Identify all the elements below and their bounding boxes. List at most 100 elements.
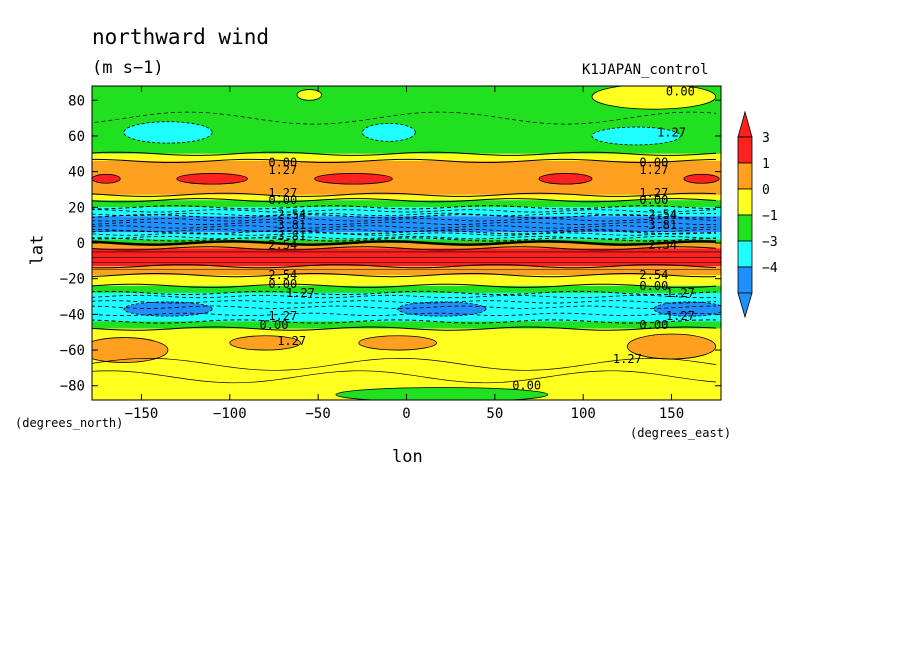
contour-band-4 bbox=[92, 200, 721, 208]
contour-blob-12 bbox=[653, 301, 721, 317]
contour-line-extra-1 bbox=[92, 212, 717, 217]
contour-label-3: 1.27 bbox=[268, 163, 297, 177]
contour-line-extra-9 bbox=[92, 300, 717, 304]
contour-line-11 bbox=[92, 273, 717, 278]
contour-line-15 bbox=[92, 326, 717, 331]
colorbar-label-5: −4 bbox=[762, 261, 778, 276]
contour-blob-13 bbox=[92, 337, 169, 363]
colorbar: 3 1 0 −1 −3 −4 bbox=[737, 110, 778, 319]
contour-label-8: 1.27 bbox=[639, 186, 668, 200]
axes: −150 −100 −50 0 50 100 150 80 60 40 20 0 −20 −40 −60 −8… bbox=[60, 86, 721, 422]
colorbar-bottom-arrow bbox=[737, 292, 753, 319]
colorbar-label-0: 3 bbox=[762, 131, 770, 146]
contour-band-9 bbox=[92, 243, 721, 249]
contour-blob-2 bbox=[123, 121, 213, 144]
contour-label-22: 1.27 bbox=[666, 286, 695, 300]
contour-line-6 bbox=[92, 230, 717, 235]
contour-label-9: 0.00 bbox=[639, 193, 668, 207]
x-tick-label-1: −100 bbox=[213, 406, 247, 422]
contour-label-26: 1.27 bbox=[666, 309, 695, 323]
contour-label-13: 2.54 bbox=[268, 238, 297, 252]
colorbar-segment-3 bbox=[737, 214, 753, 242]
contour-label-11: 3.81 bbox=[277, 218, 306, 232]
contour-blob-4 bbox=[591, 126, 681, 146]
y-tick-label-3: 20 bbox=[68, 200, 85, 216]
contour-line-8 bbox=[92, 240, 717, 246]
colorbar-segment-0 bbox=[737, 136, 753, 164]
contour-label-18: 0.00 bbox=[268, 277, 297, 291]
contour-blob-5 bbox=[92, 173, 121, 184]
contour-line-extra-11 bbox=[92, 312, 717, 316]
x-tick-label-5: 100 bbox=[571, 406, 596, 422]
colorbar-segment-5 bbox=[737, 266, 753, 294]
colorbar-segment-4 bbox=[737, 240, 753, 268]
contour-label-23: 1.27 bbox=[268, 309, 297, 323]
y-tick-label-1: 60 bbox=[68, 129, 85, 145]
contour-label-25: 0.00 bbox=[639, 318, 668, 332]
contour-line-extra-2 bbox=[92, 218, 717, 222]
contour-label-2: 0.00 bbox=[268, 156, 297, 170]
y-tick-label-5: −20 bbox=[60, 272, 85, 288]
y-tick-label-4: 0 bbox=[77, 236, 85, 252]
contour-line-extra-4 bbox=[92, 225, 717, 229]
colorbar-label-4: −3 bbox=[762, 235, 778, 250]
contour-line-4 bbox=[92, 205, 717, 210]
contour-blob-3 bbox=[361, 123, 416, 142]
x-axis-units: (degrees_east) bbox=[630, 426, 732, 440]
contour-blob-0 bbox=[296, 89, 323, 101]
contour-blob-15 bbox=[358, 335, 437, 351]
contour-label-6: 1.27 bbox=[268, 186, 297, 200]
contour-label-1: 1.27 bbox=[657, 125, 686, 139]
contour-fills bbox=[92, 86, 721, 400]
contour-label-28: 1.27 bbox=[613, 352, 642, 366]
contour-line-outer-0 bbox=[92, 111, 717, 125]
x-tick-label-2: −50 bbox=[306, 406, 331, 422]
contour-band-3 bbox=[92, 194, 721, 201]
contour-band-1 bbox=[92, 153, 721, 161]
colorbar-segment-1 bbox=[737, 162, 753, 190]
contour-line-14 bbox=[92, 319, 717, 324]
contour-labels: 0.001.270.001.270.001.271.270.001.270.00… bbox=[260, 84, 695, 392]
y-tick-label-7: −60 bbox=[60, 343, 85, 359]
contour-line-2 bbox=[92, 192, 717, 197]
contour-band-7 bbox=[92, 232, 721, 240]
contour-line-12 bbox=[92, 283, 717, 288]
y-axis-units: (degrees_north) bbox=[15, 416, 124, 430]
contour-label-10: 2.54 bbox=[277, 207, 306, 221]
contour-band-12 bbox=[92, 275, 721, 286]
contour-label-19: 1.27 bbox=[286, 286, 315, 300]
chart-title: northward wind bbox=[92, 25, 270, 49]
contour-line-13 bbox=[92, 290, 717, 296]
contour-line-outer-2 bbox=[92, 370, 717, 384]
contour-line-extra-3 bbox=[92, 221, 717, 225]
contour-label-29: 0.00 bbox=[512, 379, 541, 393]
contour-line-extra-6 bbox=[92, 232, 717, 236]
contour-line-9 bbox=[92, 246, 717, 251]
contour-line-10 bbox=[92, 264, 717, 269]
contour-label-24: 0.00 bbox=[260, 318, 289, 332]
contour-label-20: 2.54 bbox=[639, 268, 668, 282]
contour-label-27: 1.27 bbox=[277, 334, 306, 348]
contour-label-14: 2.54 bbox=[648, 207, 677, 221]
colorbar-label-2: 0 bbox=[762, 183, 770, 198]
contour-blob-11 bbox=[397, 301, 487, 317]
contour-band-13 bbox=[92, 285, 721, 293]
contour-label-21: 0.00 bbox=[639, 279, 668, 293]
colorbar-segment-2 bbox=[737, 188, 753, 216]
x-tick-label-4: 50 bbox=[486, 406, 503, 422]
contour-lines bbox=[92, 111, 721, 384]
contour-label-16: 2.54 bbox=[648, 238, 677, 252]
contour-line-0 bbox=[92, 151, 717, 156]
contour-blob-14 bbox=[229, 335, 301, 351]
contour-blob-7 bbox=[314, 173, 393, 185]
contour-label-17: 2.54 bbox=[268, 268, 297, 282]
contour-line-extra-0 bbox=[92, 209, 717, 213]
contour-blob-8 bbox=[538, 173, 593, 185]
x-tick-label-0: −150 bbox=[125, 406, 159, 422]
contour-line-extra-5 bbox=[92, 228, 717, 233]
contour-label-15: 3.81 bbox=[648, 218, 677, 232]
contour-line-extra-8 bbox=[92, 294, 717, 299]
contour-blob-10 bbox=[123, 301, 213, 317]
contour-band-11 bbox=[92, 266, 721, 276]
y-tick-label-0: 80 bbox=[68, 93, 85, 109]
